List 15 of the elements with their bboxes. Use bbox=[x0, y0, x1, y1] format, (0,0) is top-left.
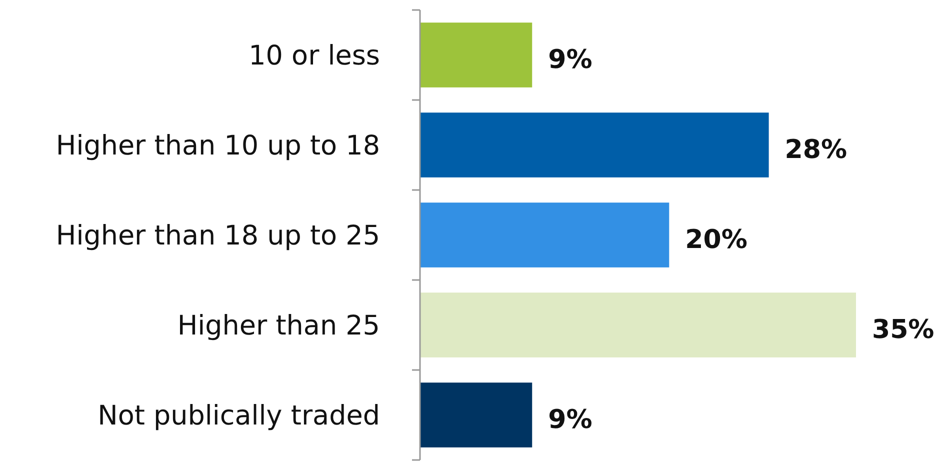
y-tick-label: Higher than 18 up to 25 bbox=[56, 220, 380, 252]
bar bbox=[420, 382, 532, 448]
bar bbox=[420, 22, 532, 88]
data-label: 20% bbox=[685, 225, 748, 256]
data-label: 9% bbox=[548, 45, 592, 76]
y-tick-label: Higher than 10 up to 18 bbox=[56, 130, 380, 162]
data-label: 28% bbox=[784, 135, 848, 166]
bar bbox=[420, 202, 670, 268]
y-tick-label: 10 or less bbox=[248, 40, 380, 72]
bar bbox=[420, 112, 769, 178]
y-tick-label: Higher than 25 bbox=[177, 310, 380, 342]
data-label: 35% bbox=[872, 315, 934, 346]
y-tick-label: Not publically traded bbox=[98, 400, 380, 432]
bar bbox=[420, 292, 856, 358]
data-label: 9% bbox=[548, 405, 592, 436]
